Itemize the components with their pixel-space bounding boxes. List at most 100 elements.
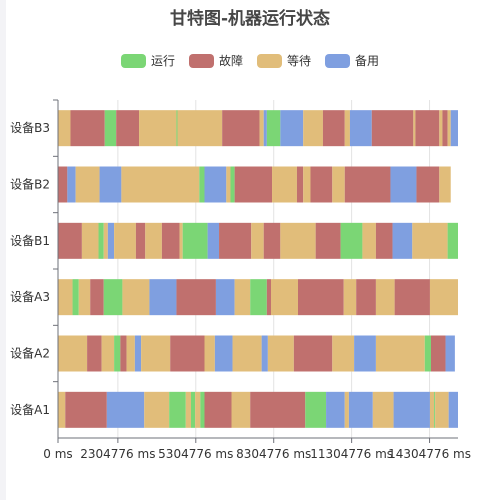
gantt-bar[interactable] <box>190 391 196 428</box>
gantt-bar[interactable] <box>114 222 136 259</box>
gantt-bar[interactable] <box>332 335 355 372</box>
gantt-bar[interactable] <box>134 335 142 372</box>
gantt-bar[interactable] <box>344 110 350 147</box>
gantt-bar[interactable] <box>372 391 394 428</box>
gantt-bar[interactable] <box>267 335 294 372</box>
gantt-bar[interactable] <box>231 391 251 428</box>
gantt-bar[interactable] <box>65 391 107 428</box>
gantt-bar[interactable] <box>104 110 117 147</box>
gantt-bar[interactable] <box>179 222 183 259</box>
gantt-bar[interactable] <box>429 391 435 428</box>
gantt-bar[interactable] <box>144 391 170 428</box>
gantt-bar[interactable] <box>103 222 108 259</box>
gantt-bar[interactable] <box>81 222 99 259</box>
gantt-bar[interactable] <box>371 110 414 147</box>
gantt-bar[interactable] <box>394 279 430 316</box>
gantt-bar[interactable] <box>58 391 66 428</box>
gantt-bar[interactable] <box>90 279 104 316</box>
gantt-bar[interactable] <box>204 391 232 428</box>
gantt-bar[interactable] <box>305 391 327 428</box>
gantt-bar[interactable] <box>266 110 281 147</box>
gantt-bar[interactable] <box>251 222 264 259</box>
gantt-bar[interactable] <box>250 279 267 316</box>
gantt-bar[interactable] <box>234 166 273 203</box>
gantt-bar[interactable] <box>145 222 162 259</box>
gantt-bar[interactable] <box>120 335 127 372</box>
gantt-bar[interactable] <box>439 166 451 203</box>
gantt-bar[interactable] <box>356 279 376 316</box>
gantt-bar[interactable] <box>250 391 306 428</box>
gantt-bar[interactable] <box>447 110 451 147</box>
gantt-bar[interactable] <box>442 110 448 147</box>
gantt-bar[interactable] <box>343 279 357 316</box>
gantt-bar[interactable] <box>87 335 102 372</box>
gantt-bar[interactable] <box>390 166 417 203</box>
gantt-bar[interactable] <box>101 335 115 372</box>
legend-item[interactable]: 运行 <box>120 52 175 69</box>
gantt-bar[interactable] <box>176 110 178 147</box>
gantt-bar[interactable] <box>424 335 431 372</box>
gantt-bar[interactable] <box>332 166 345 203</box>
gantt-bar[interactable] <box>393 391 430 428</box>
gantt-bar[interactable] <box>315 222 341 259</box>
gantt-bar[interactable] <box>263 222 281 259</box>
gantt-bar[interactable] <box>199 166 205 203</box>
gantt-bar[interactable] <box>362 222 376 259</box>
gantt-bar[interactable] <box>447 222 458 259</box>
gantt-bar[interactable] <box>98 222 104 259</box>
gantt-bar[interactable] <box>429 279 458 316</box>
gantt-bar[interactable] <box>280 110 304 147</box>
gantt-bar[interactable] <box>207 222 220 259</box>
gantt-bar[interactable] <box>392 222 413 259</box>
gantt-bar[interactable] <box>435 391 449 428</box>
gantt-bar[interactable] <box>169 391 186 428</box>
gantt-bar[interactable] <box>126 335 135 372</box>
gantt-bar[interactable] <box>354 335 376 372</box>
gantt-bar[interactable] <box>434 391 436 428</box>
gantt-bar[interactable] <box>263 110 267 147</box>
gantt-bar[interactable] <box>177 110 223 147</box>
gantt-bar[interactable] <box>78 279 91 316</box>
gantt-bar[interactable] <box>415 110 440 147</box>
gantt-bar[interactable] <box>416 166 440 203</box>
gantt-bar[interactable] <box>107 222 115 259</box>
gantt-bar[interactable] <box>296 166 304 203</box>
gantt-bar[interactable] <box>280 222 316 259</box>
gantt-bar[interactable] <box>430 335 446 372</box>
gantt-bar[interactable] <box>139 110 177 147</box>
gantt-bar[interactable] <box>222 110 260 147</box>
gantt-bar[interactable] <box>375 279 395 316</box>
gantt-bar[interactable] <box>298 279 344 316</box>
gantt-bar[interactable] <box>219 222 252 259</box>
gantt-bar[interactable] <box>303 110 323 147</box>
gantt-bar[interactable] <box>195 391 201 428</box>
gantt-bar[interactable] <box>322 110 345 147</box>
gantt-bar[interactable] <box>204 335 215 372</box>
gantt-bar[interactable] <box>270 279 298 316</box>
gantt-bar[interactable] <box>445 335 455 372</box>
gantt-bar[interactable] <box>103 279 123 316</box>
gantt-bar[interactable] <box>58 222 82 259</box>
gantt-bar[interactable] <box>141 335 171 372</box>
gantt-bar[interactable] <box>176 279 216 316</box>
gantt-bar[interactable] <box>70 110 105 147</box>
gantt-bar[interactable] <box>215 279 235 316</box>
gantt-bar[interactable] <box>232 335 262 372</box>
gantt-bar[interactable] <box>234 279 251 316</box>
gantt-bar[interactable] <box>293 335 333 372</box>
gantt-bar[interactable] <box>121 166 200 203</box>
gantt-bar[interactable] <box>448 391 458 428</box>
gantt-bar[interactable] <box>106 391 145 428</box>
gantt-bar[interactable] <box>75 166 100 203</box>
gantt-bar[interactable] <box>450 110 458 147</box>
gantt-bar[interactable] <box>344 391 349 428</box>
gantt-bar[interactable] <box>58 279 73 316</box>
legend-item[interactable]: 故障 <box>188 52 243 69</box>
gantt-bar[interactable] <box>261 335 268 372</box>
gantt-bar[interactable] <box>185 391 191 428</box>
gantt-bar[interactable] <box>114 335 121 372</box>
gantt-bar[interactable] <box>170 335 205 372</box>
gantt-bar[interactable] <box>116 110 140 147</box>
gantt-bar[interactable] <box>67 166 76 203</box>
gantt-bar[interactable] <box>259 110 264 147</box>
